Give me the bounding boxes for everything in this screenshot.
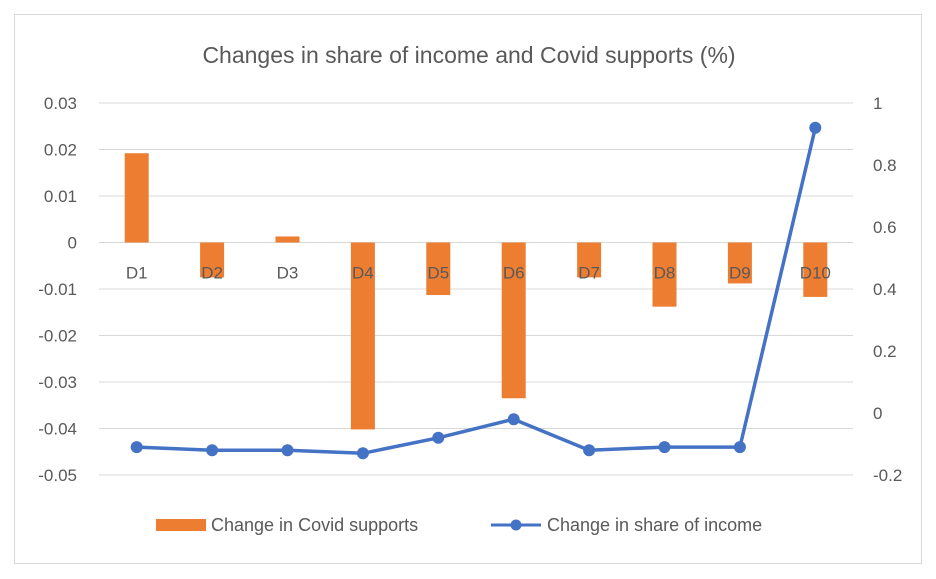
left-axis-ticks: 0.03 0.02 0.01 0 -0.01 -0.02 -0.03 -0.04 -0.05 (38, 94, 77, 485)
gridlines (99, 102, 853, 476)
category-label-d5: D5 (427, 264, 449, 283)
point-d7 (583, 444, 596, 457)
bar-d8 (652, 242, 677, 307)
right-tick-label: 1 (873, 94, 882, 113)
category-label-d7: D7 (578, 264, 600, 283)
bar-d9 (727, 242, 752, 284)
right-tick-label: 0.4 (873, 280, 897, 299)
point-d3 (281, 444, 294, 457)
category-label-d4: D4 (352, 264, 374, 283)
point-d4 (356, 447, 369, 460)
category-label-d8: D8 (654, 264, 676, 283)
chart-frame: Changes in share of income and Covid sup… (14, 14, 922, 564)
left-tick-label: -0.01 (38, 280, 77, 299)
right-tick-label: -0.2 (873, 466, 902, 485)
left-tick-label: -0.05 (38, 466, 77, 485)
bar-d10 (803, 242, 828, 297)
right-axis-ticks: 1 0.8 0.6 0.4 0.2 0 -0.2 (873, 94, 902, 485)
bar-d4 (350, 242, 375, 430)
legend-swatch-covid-supports (156, 519, 206, 531)
left-tick-label: 0.02 (44, 141, 77, 160)
legend-label-covid-supports: Change in Covid supports (211, 515, 418, 535)
left-tick-label: -0.03 (38, 373, 77, 392)
left-tick-label: -0.02 (38, 327, 77, 346)
bar-d2 (200, 242, 225, 278)
right-tick-label: 0.2 (873, 342, 897, 361)
category-label-d3: D3 (277, 264, 299, 283)
bar-d7 (577, 242, 602, 278)
bar-d3 (275, 236, 300, 243)
point-d9 (733, 441, 746, 454)
right-tick-label: 0 (873, 404, 882, 423)
category-label-d10: D10 (800, 264, 831, 283)
point-d1 (130, 441, 143, 454)
legend-swatch-share-income-marker (510, 519, 522, 531)
category-labels: D1 D2 D3 D4 D5 D6 D7 D8 D9 D10 (126, 264, 831, 283)
bar-d6 (501, 242, 526, 399)
line-series (130, 121, 822, 460)
category-label-d9: D9 (729, 264, 751, 283)
left-tick-label: 0 (68, 234, 77, 253)
legend-label-share-income: Change in share of income (547, 515, 762, 535)
right-tick-label: 0.8 (873, 156, 897, 175)
category-label-d1: D1 (126, 264, 148, 283)
bar-d1 (124, 153, 149, 243)
legend: Change in Covid supports Change in share… (156, 515, 762, 535)
share-income-line (136, 127, 818, 456)
category-label-d6: D6 (503, 264, 525, 283)
left-tick-label: -0.04 (38, 420, 77, 439)
chart-svg: Changes in share of income and Covid sup… (38, 42, 902, 535)
left-tick-label: 0.03 (44, 94, 77, 113)
point-d8 (658, 441, 671, 454)
bar-d5 (426, 242, 451, 296)
category-label-d2: D2 (201, 264, 223, 283)
chart-title: Changes in share of income and Covid sup… (202, 42, 735, 68)
point-d10 (809, 121, 822, 134)
point-d2 (206, 444, 219, 457)
right-tick-label: 0.6 (873, 218, 897, 237)
point-d5 (432, 431, 445, 444)
point-d6 (507, 413, 520, 426)
left-tick-label: 0.01 (44, 187, 77, 206)
bar-series (124, 153, 828, 430)
